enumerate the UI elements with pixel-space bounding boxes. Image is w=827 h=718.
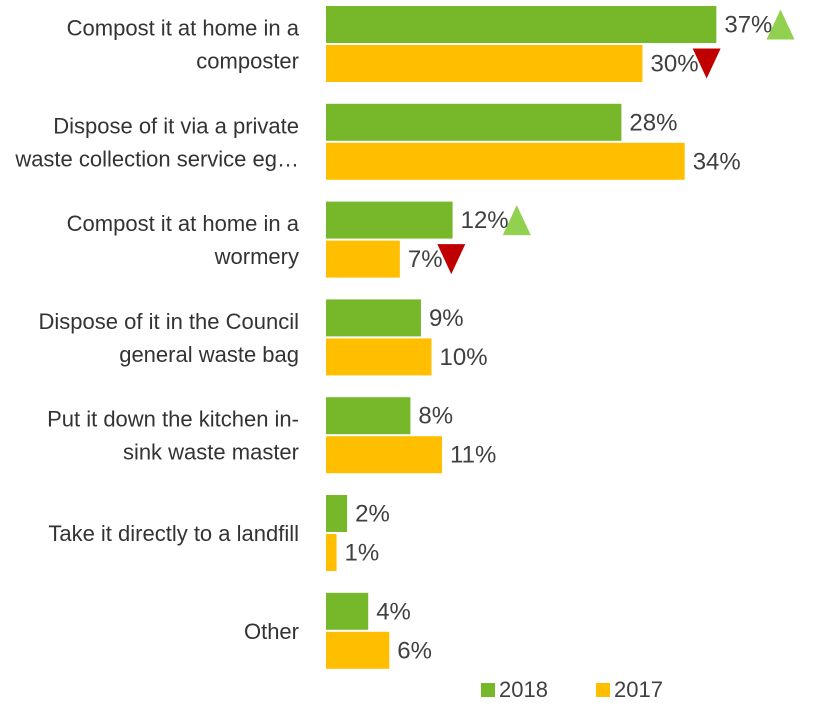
value-labels: 37% 30% 28% 34% 12% 7% 9% 10% 8% 11% 2% 1% 4% 6% xyxy=(345,12,773,665)
data-label: 4% xyxy=(376,598,411,625)
data-label: 28% xyxy=(629,109,677,136)
category-label: Dispose of it in the Council xyxy=(39,309,299,334)
legend-swatch xyxy=(481,683,495,697)
data-label: 11% xyxy=(450,442,496,469)
bar-2018 xyxy=(326,103,622,141)
category-label: Other xyxy=(244,619,299,644)
bar-2018 xyxy=(326,397,411,435)
bar-2017 xyxy=(326,534,337,571)
category-label: Compost it at home in a xyxy=(67,211,300,236)
category-label: Take it directly to a landfill xyxy=(48,521,299,546)
data-label: 1% xyxy=(345,540,380,567)
increase-arrow-icon xyxy=(502,205,531,236)
bar-2018 xyxy=(326,299,421,337)
change-markers xyxy=(437,9,795,275)
bar-2018 xyxy=(326,6,717,43)
increase-arrow-icon xyxy=(766,9,795,40)
legend-swatch xyxy=(596,683,610,697)
data-label: 6% xyxy=(397,637,432,664)
category-label: wormery xyxy=(214,244,299,269)
data-label: 34% xyxy=(693,148,741,175)
legend: 2018 2017 xyxy=(481,677,663,702)
decrease-arrow-icon xyxy=(437,244,466,275)
bar-2018 xyxy=(326,201,453,239)
data-label: 7% xyxy=(408,246,443,273)
bar-2017 xyxy=(326,142,685,180)
decrease-arrow-icon xyxy=(692,48,721,79)
legend-label: 2017 xyxy=(614,677,663,702)
bar-2017 xyxy=(326,631,390,669)
category-label: Compost it at home in a xyxy=(67,16,300,41)
bar-2017 xyxy=(326,45,643,82)
data-label: 2% xyxy=(355,501,390,528)
bar-2017 xyxy=(326,338,432,376)
bar-2018 xyxy=(326,495,348,532)
category-label: composter xyxy=(196,49,299,74)
data-label: 8% xyxy=(418,403,453,430)
category-label: waste collection service eg… xyxy=(14,146,299,171)
bar-2018 xyxy=(326,592,369,630)
data-label: 30% xyxy=(651,51,699,78)
data-label: 9% xyxy=(429,305,464,332)
data-label: 37% xyxy=(724,12,772,39)
category-label: Dispose of it via a private xyxy=(53,113,299,138)
category-label: sink waste master xyxy=(123,440,299,465)
legend-label: 2018 xyxy=(499,677,548,702)
category-labels: Compost it at home in a composter Dispose … xyxy=(14,16,299,644)
bar-2017 xyxy=(326,436,443,474)
category-label: general waste bag xyxy=(119,342,299,367)
data-label: 12% xyxy=(461,207,509,234)
bars xyxy=(326,6,717,669)
bar-2017 xyxy=(326,240,400,278)
data-label: 10% xyxy=(440,344,488,371)
category-label: Put it down the kitchen in- xyxy=(47,407,299,432)
